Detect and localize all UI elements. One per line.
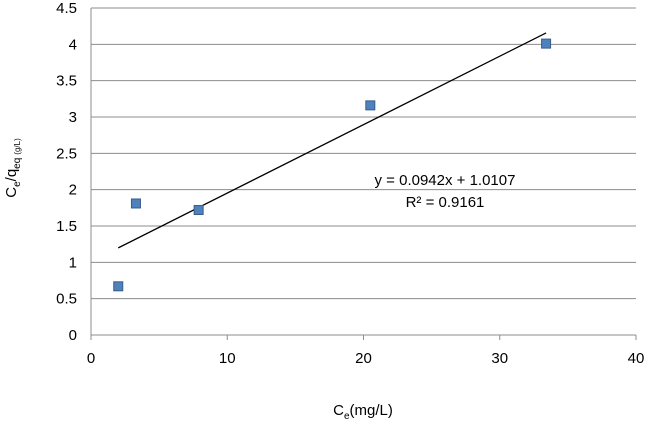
x-axis-title: Ce(mg/L) [333, 402, 393, 422]
x-tick-label: 20 [355, 350, 372, 367]
y-tick-label: 3.5 [56, 73, 77, 90]
data-point [113, 281, 124, 292]
y-axis-title: Ce/qeq(g/L) [3, 138, 23, 198]
y-tick-label: 1 [69, 254, 77, 271]
trendline [117, 32, 547, 249]
data-point [193, 205, 204, 216]
y-tick-label: 4 [69, 36, 77, 53]
y-tick-label: 0.5 [56, 291, 77, 308]
x-tick-label: 0 [87, 350, 95, 367]
y-tick-label: 4.5 [56, 0, 77, 17]
y-tick-labels: 0 0.5 1 1.5 2 2.5 3 3.5 4 4.5 [56, 0, 77, 344]
y-tick-label: 3 [69, 109, 77, 126]
data-points [113, 38, 552, 292]
x-tick-label: 40 [628, 350, 645, 367]
x-tick-label: 10 [219, 350, 236, 367]
y-tick-label: 1.5 [56, 218, 77, 235]
axes [90, 8, 637, 340]
y-tick-label: 2.5 [56, 145, 77, 162]
x-tick-label: 30 [491, 350, 508, 367]
x-tick-labels: 0 10 20 30 40 [87, 350, 645, 367]
trendline-equation: y = 0.0942x + 1.0107 [375, 172, 516, 189]
trendline-group [117, 32, 547, 249]
data-point [365, 100, 376, 111]
data-point [130, 198, 141, 209]
y-tick-label: 0 [69, 327, 77, 344]
r-squared-label: R² = 0.9161 [406, 194, 485, 211]
gridlines [91, 7, 636, 300]
data-point [541, 38, 552, 49]
y-tick-label: 2 [69, 182, 77, 199]
